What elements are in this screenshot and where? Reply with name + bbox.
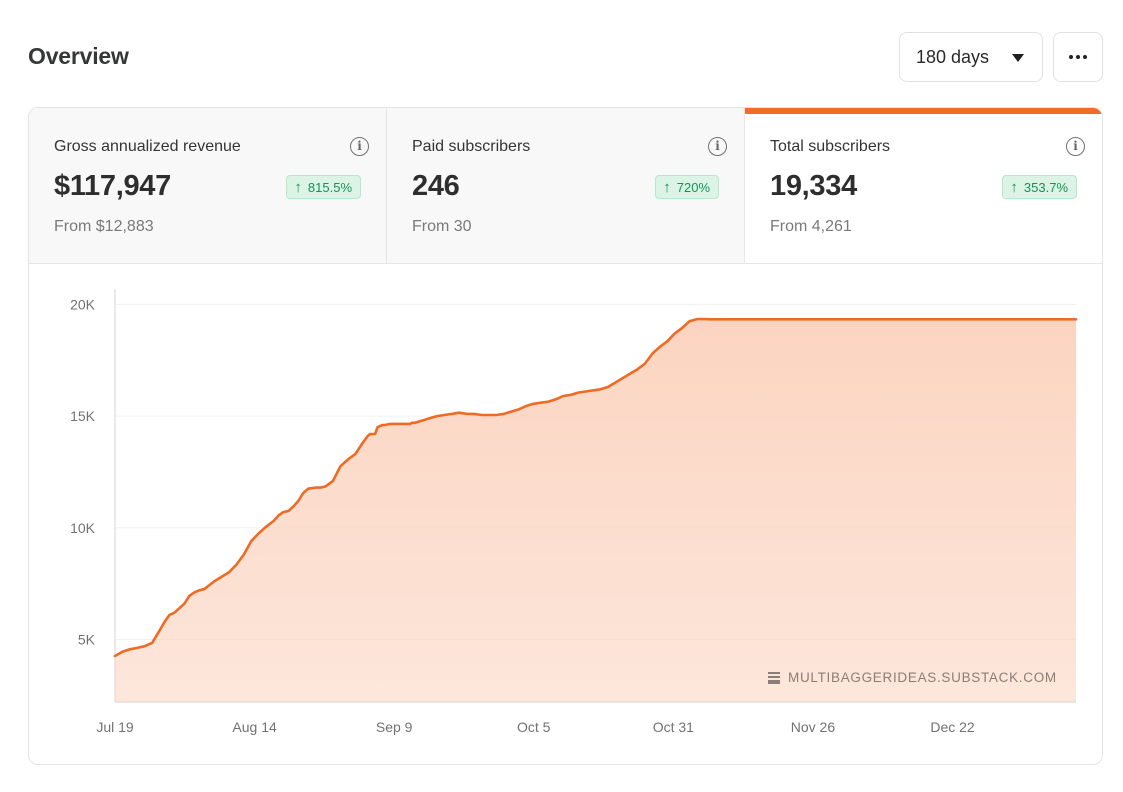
- change-value: 353.7%: [1023, 179, 1068, 195]
- change-badge: ↑ 353.7%: [1002, 175, 1077, 199]
- selected-tab-indicator: [745, 108, 1102, 114]
- x-tick-label: Aug 14: [232, 719, 277, 735]
- watermark-text: MULTIBAGGERIDEAS.SUBSTACK.COM: [788, 670, 1057, 685]
- series-line: [113, 317, 1078, 658]
- metric-tabs: Gross annualized revenue i $117,947 ↑ 81…: [29, 108, 1102, 264]
- metric-tab-total-subscribers[interactable]: Total subscribers i 19,334 ↑ 353.7% From…: [745, 108, 1102, 263]
- x-tick-label: Nov 26: [791, 719, 836, 735]
- metric-from: From $12,883: [54, 218, 154, 235]
- info-icon[interactable]: i: [1066, 137, 1085, 156]
- change-value: 815.5%: [307, 179, 352, 195]
- metric-value: $117,947: [54, 170, 171, 202]
- y-tick-label: 20K: [70, 296, 96, 312]
- y-tick-label: 5K: [78, 631, 96, 647]
- metric-label: Total subscribers: [770, 138, 891, 155]
- metric-from: From 30: [412, 218, 472, 235]
- x-tick-label: Jul 19: [96, 719, 134, 735]
- more-options-button[interactable]: [1053, 32, 1103, 82]
- x-tick-label: Dec 22: [930, 719, 975, 735]
- substack-logo-icon: [768, 671, 780, 684]
- area-fill: [115, 319, 1076, 702]
- arrow-up-icon: ↑: [1010, 178, 1018, 196]
- metric-tab-gross-revenue[interactable]: Gross annualized revenue i $117,947 ↑ 81…: [29, 108, 387, 263]
- change-badge: ↑ 815.5%: [286, 175, 361, 199]
- metric-label: Paid subscribers: [412, 138, 531, 155]
- page-title: Overview: [28, 43, 129, 69]
- change-value: 720%: [676, 179, 710, 195]
- info-icon[interactable]: i: [350, 137, 369, 156]
- arrow-up-icon: ↑: [663, 178, 671, 196]
- change-badge: ↑ 720%: [655, 175, 719, 199]
- x-tick-label: Oct 5: [517, 719, 551, 735]
- metric-label: Gross annualized revenue: [54, 138, 241, 155]
- caret-down-icon: [1012, 54, 1024, 62]
- subscribers-area-chart[interactable]: 5K 10K 15K 20K Jul 19 Aug 14 Sep 9 Oct 5 Oct 31 N…: [29, 108, 1102, 764]
- x-tick-label: Sep 9: [376, 719, 413, 735]
- arrow-up-icon: ↑: [294, 178, 302, 196]
- watermark: MULTIBAGGERIDEAS.SUBSTACK.COM: [768, 670, 1057, 685]
- metric-from: From 4,261: [770, 218, 852, 235]
- metric-tab-paid-subscribers[interactable]: Paid subscribers i 246 ↑ 720% From 30: [387, 108, 745, 263]
- y-tick-label: 15K: [70, 408, 96, 424]
- metric-value: 19,334: [770, 170, 857, 202]
- x-tick-label: Oct 31: [653, 719, 694, 735]
- more-horizontal-icon: [1069, 55, 1073, 59]
- y-tick-label: 10K: [70, 520, 96, 536]
- date-range-select[interactable]: 180 days: [899, 32, 1043, 82]
- metric-value: 246: [412, 170, 460, 202]
- date-range-value: 180 days: [916, 46, 990, 67]
- overview-card: Gross annualized revenue i $117,947 ↑ 81…: [28, 107, 1103, 765]
- info-icon[interactable]: i: [708, 137, 727, 156]
